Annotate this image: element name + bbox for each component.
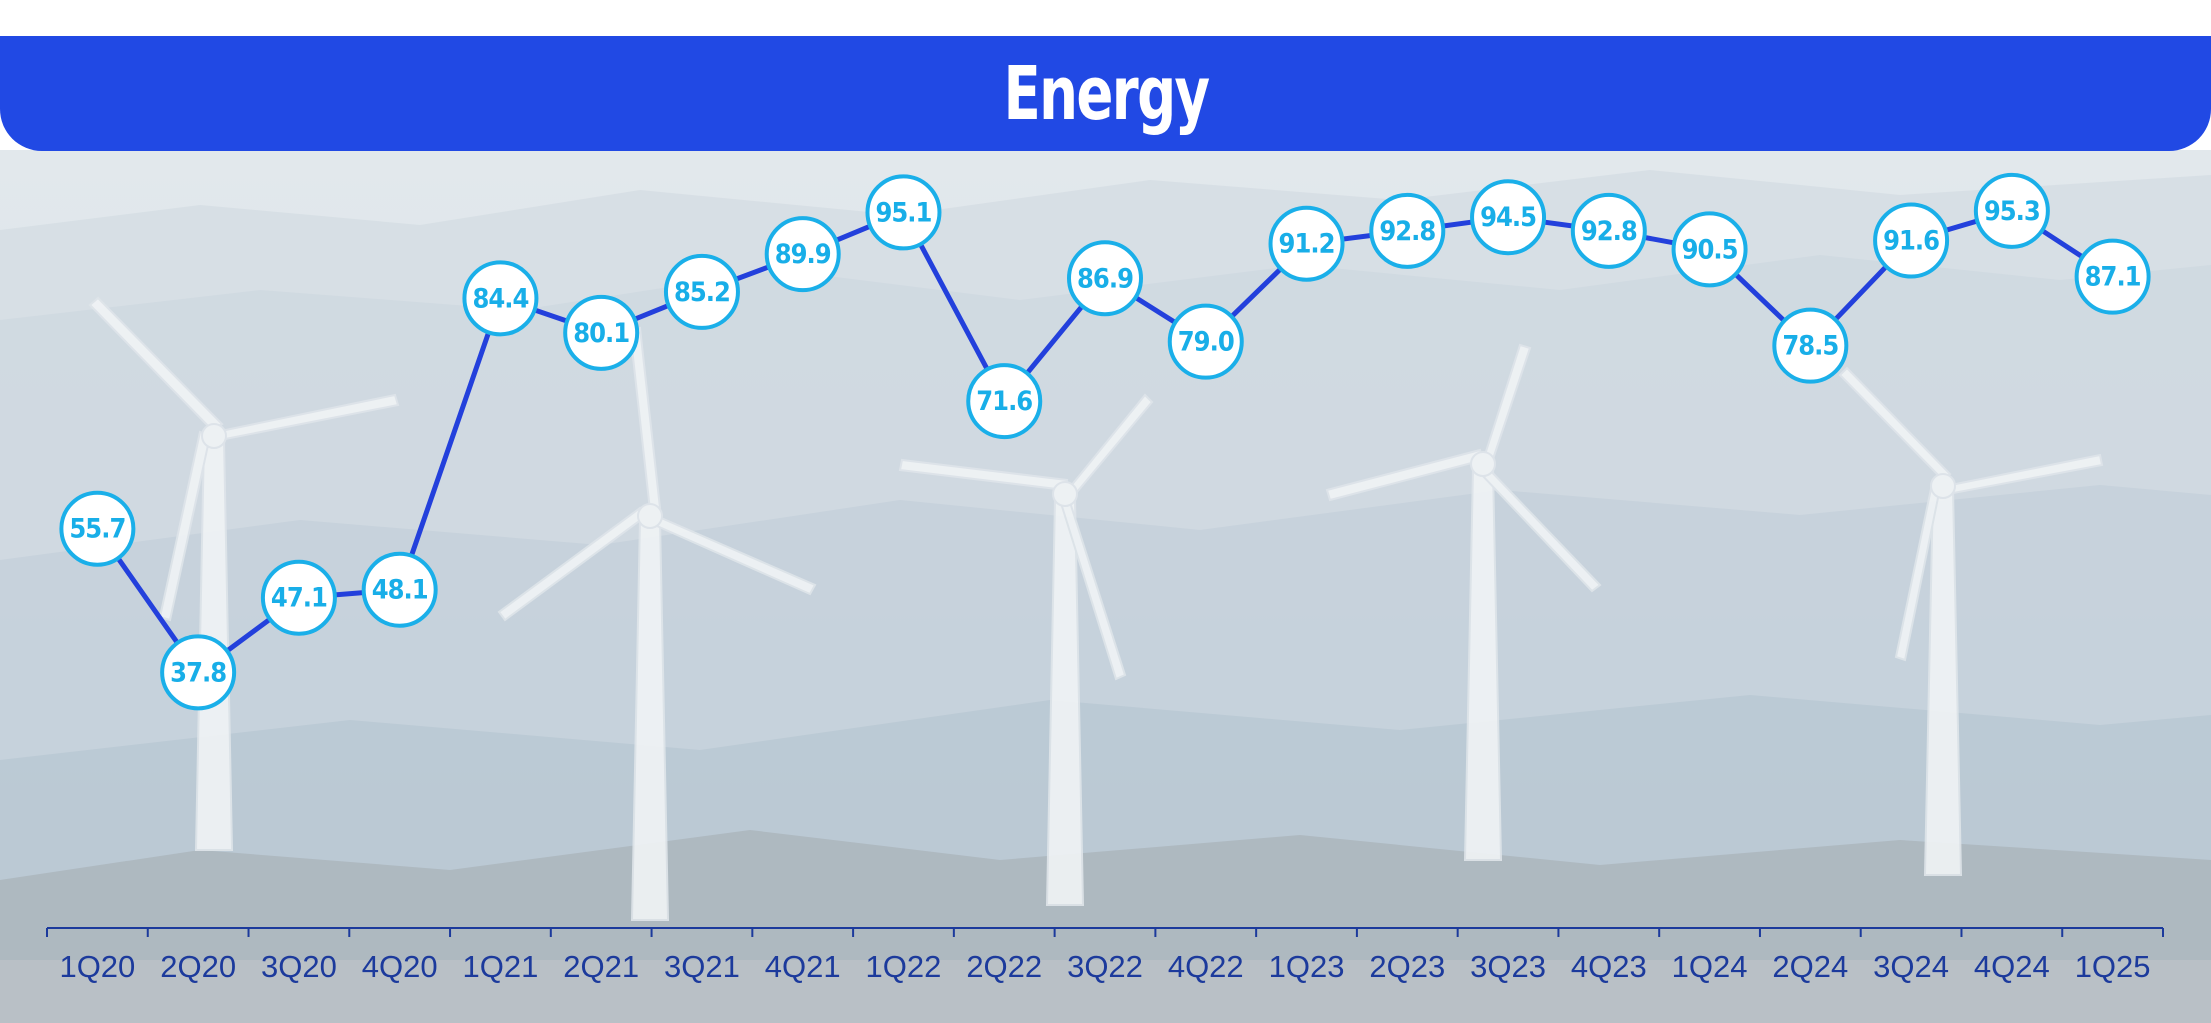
data-point-marker [1167, 303, 1244, 380]
data-point-marker [361, 551, 438, 628]
x-tick-label: 4Q20 [362, 949, 438, 984]
data-label: 90.5 [1682, 234, 1738, 265]
data-label: 79.0 [1178, 327, 1234, 358]
data-point: 78.5 [1772, 307, 1849, 384]
x-tick-label: 3Q23 [1470, 949, 1546, 984]
data-point-marker [1369, 192, 1446, 269]
data-label: 71.6 [976, 386, 1032, 417]
data-point: 91.6 [1873, 202, 1950, 279]
x-tick-label: 4Q23 [1571, 949, 1647, 984]
x-tick-label: 1Q22 [866, 949, 942, 984]
data-point: 87.1 [2074, 238, 2151, 315]
data-point-marker [1873, 202, 1950, 279]
data-point-marker [663, 253, 740, 330]
x-tick-label: 2Q22 [966, 949, 1042, 984]
data-label: 37.8 [170, 657, 226, 688]
data-point: 37.8 [160, 634, 237, 711]
data-point-marker [1671, 211, 1748, 288]
x-tick-label: 3Q21 [664, 949, 740, 984]
data-label: 95.1 [876, 197, 932, 228]
title-banner: Energy [0, 36, 2211, 151]
chart-title: Energy [1003, 50, 1210, 137]
x-tick-label: 3Q20 [261, 949, 337, 984]
data-point-marker [1268, 205, 1345, 282]
data-point: 79.0 [1167, 303, 1244, 380]
data-point-marker [160, 634, 237, 711]
x-tick-label: 4Q24 [1974, 949, 2050, 984]
data-point: 89.9 [764, 216, 841, 293]
data-point: 95.3 [1973, 172, 2050, 249]
data-label: 94.5 [1480, 202, 1536, 233]
data-point: 92.8 [1369, 192, 1446, 269]
x-tick-label: 1Q24 [1672, 949, 1748, 984]
data-label: 91.2 [1279, 229, 1335, 260]
data-point-marker [865, 174, 942, 251]
data-label: 92.8 [1581, 216, 1637, 247]
data-label: 55.7 [69, 514, 125, 545]
data-point: 95.1 [865, 174, 942, 251]
data-point-marker [1470, 179, 1547, 256]
data-label: 80.1 [573, 318, 629, 349]
data-point: 94.5 [1470, 179, 1547, 256]
data-points-layer: 55.7 37.8 47.1 48.1 84.4 80.1 85.2 89.9 95.1 71.6… [59, 172, 2151, 711]
data-point-marker [260, 559, 337, 636]
data-point-marker [764, 216, 841, 293]
data-point: 92.8 [1570, 192, 1647, 269]
data-point-marker [966, 363, 1043, 440]
data-point: 47.1 [260, 559, 337, 636]
data-point-marker [1973, 172, 2050, 249]
x-tick-label: 2Q20 [160, 949, 236, 984]
x-tick-label: 4Q21 [765, 949, 841, 984]
data-label: 86.9 [1077, 263, 1133, 294]
x-tick-label: 2Q24 [1772, 949, 1848, 984]
data-point: 84.4 [462, 260, 539, 337]
data-point-marker [59, 490, 136, 567]
x-tick-label: 1Q23 [1269, 949, 1345, 984]
data-label: 92.8 [1379, 216, 1435, 247]
x-tick-label: 1Q20 [59, 949, 135, 984]
data-label: 47.1 [271, 583, 327, 614]
data-point: 91.2 [1268, 205, 1345, 282]
data-label: 85.2 [674, 277, 730, 308]
data-label: 89.9 [775, 239, 831, 270]
data-label: 87.1 [2085, 262, 2141, 293]
data-point-marker [1772, 307, 1849, 384]
data-point-marker [1067, 240, 1143, 317]
data-point-marker [462, 260, 539, 337]
data-point-marker [563, 294, 640, 371]
x-axis-tick-labels: 1Q20 2Q20 3Q20 4Q20 1Q21 2Q21 3Q21 4Q21 1Q22 2Q22… [59, 949, 2150, 984]
data-point: 48.1 [361, 551, 438, 628]
data-point: 71.6 [966, 363, 1043, 440]
x-tick-label: 3Q22 [1067, 949, 1143, 984]
x-axis [46, 927, 2164, 937]
data-point: 86.9 [1067, 240, 1143, 317]
x-tick-label: 1Q21 [463, 949, 539, 984]
x-tick-label: 1Q25 [2075, 949, 2151, 984]
data-point: 80.1 [563, 294, 640, 371]
x-tick-label: 3Q24 [1873, 949, 1949, 984]
data-label: 91.6 [1883, 226, 1939, 257]
x-tick-label: 4Q22 [1168, 949, 1244, 984]
data-label: 48.1 [372, 575, 428, 606]
data-label: 95.3 [1984, 196, 2040, 227]
data-label: 78.5 [1782, 331, 1838, 362]
data-point-marker [2074, 238, 2151, 315]
data-point: 55.7 [59, 490, 136, 567]
data-point: 85.2 [663, 253, 740, 330]
data-point-marker [1570, 192, 1647, 269]
x-tick-label: 2Q21 [563, 949, 639, 984]
wind-turbine-icon [88, 296, 2104, 921]
data-label: 84.4 [472, 283, 528, 314]
x-tick-label: 2Q23 [1369, 949, 1445, 984]
data-point: 90.5 [1671, 211, 1748, 288]
